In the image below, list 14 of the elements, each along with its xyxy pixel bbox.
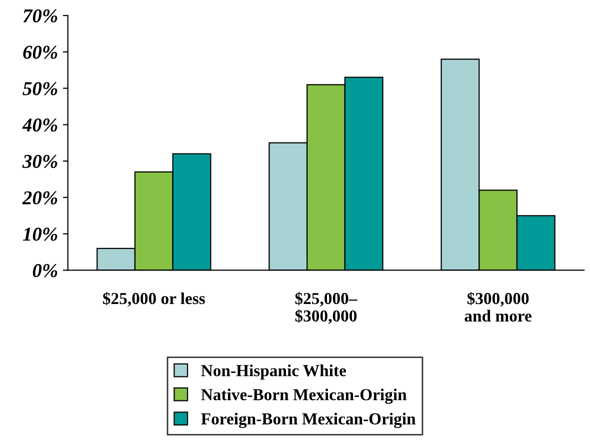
x-tick-label: $25,000– $300,000 bbox=[295, 292, 358, 324]
y-tick-label: 30% bbox=[22, 154, 58, 168]
x-tick-label: $300,000 and more bbox=[464, 292, 532, 322]
legend-label: Non-Hispanic White bbox=[201, 364, 346, 380]
legend-label: Native-Born Mexican-Origin bbox=[201, 388, 407, 404]
y-tick-label: 0% bbox=[32, 264, 58, 278]
y-tick-label: 20% bbox=[22, 191, 58, 204]
legend-label: Foreign-Born Mexican-Origin bbox=[201, 412, 416, 428]
y-tick-label: 50% bbox=[22, 82, 58, 96]
x-tick-label: $25,000 or less bbox=[103, 292, 205, 307]
y-tick-label: 70% bbox=[23, 9, 58, 23]
y-tick-label: 40% bbox=[22, 118, 58, 132]
y-tick-label: 10% bbox=[22, 228, 58, 241]
y-tick-label: 60% bbox=[23, 46, 58, 59]
